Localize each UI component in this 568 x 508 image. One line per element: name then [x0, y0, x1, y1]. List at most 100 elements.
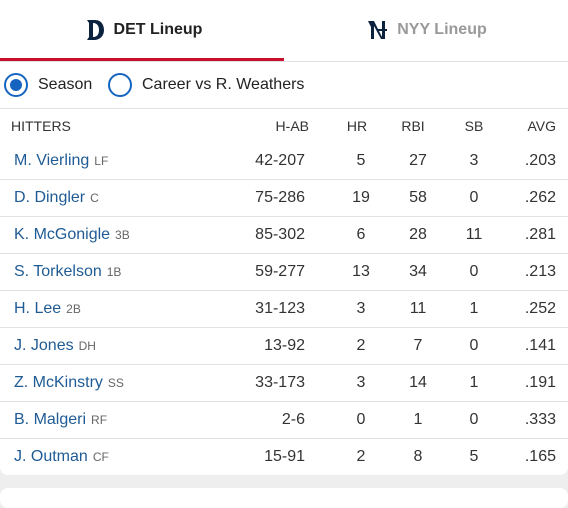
stat-cell: 2-6 — [281, 411, 305, 428]
stat-cell: 2 — [356, 337, 366, 354]
player-name[interactable]: H. Lee — [14, 300, 62, 317]
stat-cell: 13 — [352, 263, 370, 280]
tab-label: DET Lineup — [113, 21, 203, 38]
player-name[interactable]: J. Outman — [14, 448, 88, 465]
column-header: HITTERS — [11, 118, 71, 134]
player-name[interactable]: D. Dingler — [14, 189, 86, 206]
radio-circle — [4, 73, 28, 97]
stat-cell: 7 — [413, 337, 423, 354]
stat-cell: .333 — [524, 411, 556, 428]
row-divider — [0, 216, 568, 217]
stat-cell: 15-91 — [264, 448, 305, 465]
team-tab[interactable]: NYY Lineup — [284, 0, 568, 60]
row-divider — [0, 290, 568, 291]
player-cell: S. Torkelson 1B — [14, 262, 121, 282]
player-position: CF — [92, 450, 109, 464]
stat-cell: .165 — [524, 448, 556, 465]
player-name[interactable]: K. McGonigle — [14, 226, 111, 243]
player-position: DH — [78, 339, 96, 353]
stat-cell: 58 — [409, 189, 427, 206]
stat-cell: 27 — [409, 152, 427, 169]
stat-cell: 11 — [409, 300, 427, 317]
player-position: RF — [91, 413, 108, 427]
player-position: SS — [107, 376, 124, 390]
player-cell: K. McGonigle 3B — [14, 225, 130, 245]
stat-cell: .262 — [524, 189, 556, 206]
row-divider — [0, 401, 568, 402]
stat-cell: 59-277 — [255, 263, 305, 280]
stat-cell: 31-123 — [255, 300, 305, 317]
player-position: 2B — [66, 302, 81, 316]
stat-cell: 3 — [356, 300, 366, 317]
player-position: 3B — [115, 228, 130, 242]
player-cell: Z. McKinstry SS — [14, 373, 124, 393]
stat-cell: 42-207 — [255, 152, 305, 169]
player-position: LF — [94, 154, 109, 168]
player-name[interactable]: Z. McKinstry — [14, 374, 103, 391]
stat-cell: 0 — [469, 263, 479, 280]
column-header: RBI — [401, 118, 425, 134]
stat-cell: 3 — [356, 374, 366, 391]
stat-cell: 8 — [413, 448, 423, 465]
radio-label: Season — [38, 76, 93, 93]
player-cell: J. Jones DH — [14, 336, 96, 356]
stat-cell: 33-173 — [255, 374, 305, 391]
player-name[interactable]: J. Jones — [14, 337, 74, 354]
stat-cell: 19 — [352, 189, 370, 206]
lineup-card: DET Lineup NYY Lineup Season Career vs R. W… — [0, 0, 568, 475]
stat-cell: .281 — [524, 226, 556, 243]
row-divider — [0, 253, 568, 254]
column-header: HR — [346, 118, 368, 134]
player-cell: M. Vierling LF — [14, 151, 108, 171]
player-position: C — [90, 191, 99, 205]
stat-cell: 75-286 — [255, 189, 305, 206]
stat-cell: 3 — [469, 152, 479, 169]
radio-circle — [108, 73, 132, 97]
radio-option[interactable]: Career vs R. Weathers — [108, 69, 304, 101]
stat-cell: 0 — [469, 337, 479, 354]
stat-cell: 0 — [469, 189, 479, 206]
stat-cell: 34 — [409, 263, 427, 280]
player-cell: B. Malgeri RF — [14, 410, 107, 430]
stat-cell: .252 — [524, 300, 556, 317]
stat-cell: .213 — [524, 263, 556, 280]
stat-cell: 1 — [469, 374, 479, 391]
stat-cell: 2 — [356, 448, 366, 465]
stat-cell: 6 — [356, 226, 366, 243]
player-position: 1B — [106, 265, 122, 279]
stat-cell: .191 — [524, 374, 556, 391]
column-header: AVG — [527, 118, 556, 134]
radio-label: Career vs R. Weathers — [142, 76, 305, 93]
stat-cell: .141 — [524, 337, 556, 354]
stat-cell: 5 — [356, 152, 366, 169]
next-card — [0, 488, 568, 508]
player-cell: D. Dingler C — [14, 188, 99, 208]
stat-cell: 1 — [469, 300, 479, 317]
column-header: SB — [464, 118, 484, 134]
row-divider — [0, 327, 568, 328]
stat-cell: 14 — [409, 374, 427, 391]
player-name[interactable]: M. Vierling — [14, 152, 90, 169]
radio-option[interactable]: Season — [4, 69, 92, 101]
stat-cell: 13-92 — [264, 337, 305, 354]
column-header: H-AB — [275, 118, 309, 134]
stat-cell: 11 — [465, 226, 483, 243]
stat-cell: .203 — [524, 152, 556, 169]
stat-cell: 28 — [409, 226, 427, 243]
stat-cell: 0 — [356, 411, 366, 428]
row-divider — [0, 364, 568, 365]
player-cell: J. Outman CF — [14, 447, 109, 467]
radio-dot — [10, 79, 22, 91]
divider — [0, 108, 568, 109]
stat-cell: 85-302 — [255, 226, 305, 243]
player-cell: H. Lee 2B — [14, 299, 81, 319]
player-name[interactable]: S. Torkelson — [14, 263, 102, 280]
team-tab[interactable]: DET Lineup — [0, 0, 284, 60]
row-divider — [0, 179, 568, 180]
player-name[interactable]: B. Malgeri — [14, 411, 87, 428]
row-divider — [0, 438, 568, 439]
divider — [0, 61, 568, 62]
stat-cell: 5 — [469, 448, 479, 465]
stat-cell: 0 — [469, 411, 479, 428]
